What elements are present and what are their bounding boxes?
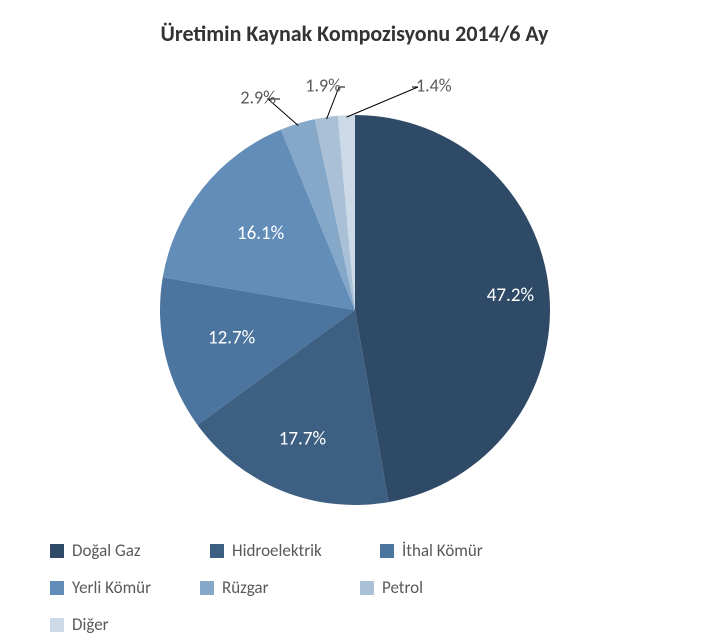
leader-line xyxy=(346,87,417,117)
legend-label: Petrol xyxy=(382,577,423,598)
slice-label: 47.2% xyxy=(486,284,533,307)
legend-item: Petrol xyxy=(360,577,530,598)
legend-label: Hidroelektrik xyxy=(232,540,322,561)
legend-label: Doğal Gaz xyxy=(72,540,141,561)
chart-title: Üretimin Kaynak Kompozisyonu 2014/6 Ay xyxy=(0,20,709,47)
legend-item: Yerli Kömür xyxy=(50,577,200,598)
legend-label: İthal Kömür xyxy=(402,540,483,561)
legend-label: Diğer xyxy=(72,614,109,635)
slice-label: 1.4% xyxy=(416,74,452,96)
chart-container: Üretimin Kaynak Kompozisyonu 2014/6 Ay 4… xyxy=(0,0,709,631)
legend-item: Doğal Gaz xyxy=(50,540,210,561)
legend-item: Hidroelektrik xyxy=(210,540,380,561)
pie-chart-area: 47.2% 17.7% 12.7% 16.1% 2.9% 1.9% 1.4% xyxy=(0,65,709,515)
slice-label: 2.9% xyxy=(240,86,276,108)
legend-item: İthal Kömür xyxy=(380,540,542,561)
slice-label: 1.9% xyxy=(305,74,341,96)
slice-label: 17.7% xyxy=(278,428,325,451)
slice-label: 16.1% xyxy=(236,222,283,245)
pie-slice xyxy=(355,115,550,502)
legend-swatch xyxy=(210,544,224,558)
legend-swatch xyxy=(200,581,214,595)
legend-swatch xyxy=(50,618,64,632)
legend-label: Yerli Kömür xyxy=(72,577,151,598)
pie-chart-svg: 47.2% 17.7% 12.7% 16.1% 2.9% 1.9% 1.4% xyxy=(25,65,685,535)
legend-swatch xyxy=(360,581,374,595)
legend-item: Diğer xyxy=(50,614,212,635)
slice-label: 12.7% xyxy=(207,327,254,350)
legend-swatch xyxy=(50,544,64,558)
legend-swatch xyxy=(380,544,394,558)
legend-item: Rüzgar xyxy=(200,577,360,598)
legend-label: Rüzgar xyxy=(222,577,269,598)
legend-swatch xyxy=(50,581,64,595)
legend: Doğal Gaz Hidroelektrik İthal Kömür Yerli K… xyxy=(50,540,670,635)
